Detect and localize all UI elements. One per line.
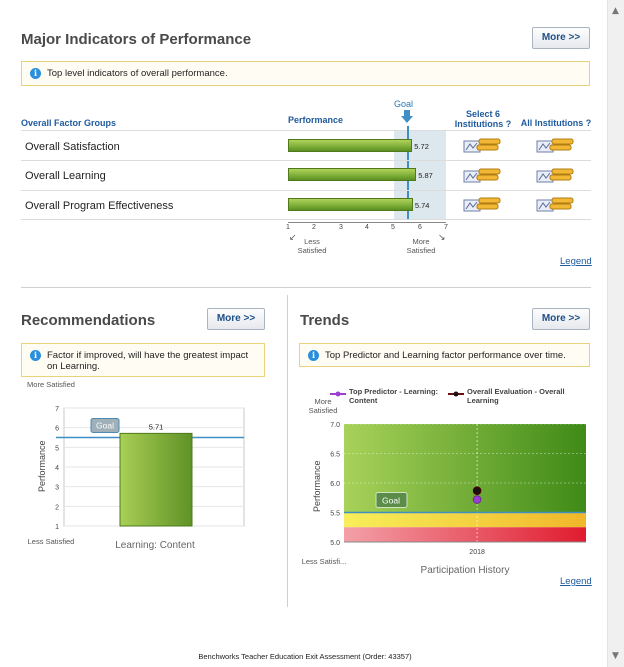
trend-point-series-b — [472, 486, 482, 495]
row-label-overall-learning: Overall Learning — [25, 170, 106, 182]
trends-more-button[interactable]: More >> — [532, 308, 590, 330]
bar-value-overall-learning: 5.87 — [418, 171, 433, 180]
trends-info-box: i Top Predictor and Learning factor perf… — [299, 343, 590, 367]
trend-tick-label: 5.5 — [330, 511, 340, 518]
less-arrow-icon: ↙ — [289, 232, 297, 242]
recommendations-chart: 7 6 5 4 3 2 1 5.71 Goal — [55, 406, 245, 531]
recommendations-info-box: i Factor if improved, will have the grea… — [21, 343, 265, 377]
row-divider — [21, 190, 591, 191]
more-satisfied-label: More Satisfied — [406, 237, 436, 255]
trends-chart: 7.0 6.5 6.0 5.5 5.0 Goal 2018 — [330, 422, 586, 556]
row-label-overall-satisfaction: Overall Satisfaction — [25, 141, 120, 153]
col-performance: Performance — [288, 115, 344, 125]
rec-bar-value: 5.71 — [149, 422, 164, 431]
column-divider — [287, 295, 288, 607]
rec-less-satisfied-label: Less Satisfied — [27, 537, 75, 546]
legend-series-b-swatch — [448, 391, 464, 397]
axis-tick: 6 — [418, 224, 422, 231]
recommendations-info-text: Factor if improved, will have the greate… — [47, 350, 249, 372]
compare-all-icon[interactable] — [536, 168, 574, 184]
legend-series-a-swatch — [330, 391, 346, 397]
legend-series-a-label: Top Predictor - Learning: Content — [349, 387, 439, 405]
info-icon: i — [30, 68, 41, 79]
rec-tick-label: 7 — [55, 406, 59, 413]
scroll-down-icon[interactable]: ▼ — [612, 651, 619, 661]
major-legend-link[interactable]: Legend — [560, 256, 592, 267]
row-divider — [21, 160, 591, 161]
section-divider — [21, 287, 591, 288]
goal-marker-label: Goal — [394, 99, 414, 109]
axis-tick: 7 — [444, 224, 448, 231]
legend-series-b-label: Overall Evaluation - Overall Learning — [467, 387, 565, 405]
trend-band-near-goal — [344, 512, 586, 528]
trend-tick-label: 6.0 — [330, 481, 340, 488]
major-info-text: Top level indicators of overall performa… — [47, 68, 228, 79]
performance-bar-overall-learning[interactable] — [288, 168, 417, 181]
row-label-overall-program-effectiveness: Overall Program Effectiveness — [25, 200, 174, 212]
trend-x-tick-label: 2018 — [469, 549, 485, 556]
rec-category-label: Learning: Content — [115, 540, 195, 551]
axis-tick: 4 — [365, 224, 369, 231]
rec-tick-label: 3 — [55, 485, 59, 492]
less-satisfied-label: Less Satisfied — [297, 237, 327, 255]
row-divider — [21, 219, 591, 220]
rec-ylabel: Performance — [37, 440, 47, 492]
trend-xlabel: Participation History — [420, 565, 510, 576]
vertical-scrollbar[interactable]: ▲ ▼ — [607, 0, 624, 667]
rec-tick-label: 1 — [55, 524, 59, 531]
major-more-button[interactable]: More >> — [532, 27, 590, 49]
performance-axis — [288, 222, 446, 223]
performance-bar-overall-program-effectiveness[interactable] — [288, 198, 413, 211]
rec-tick-label: 2 — [55, 504, 59, 511]
rec-tick-label: 6 — [55, 426, 59, 433]
trend-less-satisfied-label: Less Satisfi... — [301, 557, 347, 566]
header-divider — [21, 130, 591, 131]
compare-select6-icon[interactable] — [463, 197, 501, 213]
trend-tick-label: 5.0 — [330, 540, 340, 547]
trend-band-below-goal — [344, 527, 586, 542]
trend-more-satisfied-label: More Satisfied — [308, 397, 338, 415]
rec-tick-label: 4 — [55, 465, 59, 472]
rec-more-satisfied-label: More Satisfied — [27, 380, 75, 389]
trends-title: Trends — [300, 312, 350, 329]
major-indicators-title: Major Indicators of Performance — [21, 31, 252, 48]
recommendations-more-button[interactable]: More >> — [207, 308, 265, 330]
trends-info-text: Top Predictor and Learning factor perfor… — [325, 350, 566, 361]
trend-tick-label: 7.0 — [330, 422, 340, 429]
compare-select6-icon[interactable] — [463, 168, 501, 184]
performance-bar-overall-satisfaction[interactable] — [288, 139, 413, 152]
rec-goal-label: Goal — [96, 421, 114, 431]
axis-tick: 5 — [391, 224, 395, 231]
info-icon: i — [308, 350, 319, 361]
recommendations-title: Recommendations — [21, 312, 156, 329]
trend-tick-label: 6.5 — [330, 452, 340, 459]
rec-bar-learning-content — [119, 432, 193, 527]
trend-point-series-a — [472, 495, 482, 504]
more-arrow-icon: ↘ — [438, 232, 446, 242]
col-select-6-institutions[interactable]: Select 6 Institutions ? — [454, 109, 512, 129]
rec-tick-label: 5 — [55, 445, 59, 452]
info-icon: i — [30, 350, 41, 361]
trend-goal-label: Goal — [382, 496, 400, 506]
bar-value-overall-program-effectiveness: 5.74 — [414, 201, 430, 210]
axis-tick: 3 — [339, 224, 343, 231]
trends-legend-link[interactable]: Legend — [560, 576, 592, 587]
col-factor-groups: Overall Factor Groups — [21, 118, 117, 128]
col-all-institutions[interactable]: All Institutions ? — [520, 118, 592, 128]
major-info-box: i Top level indicators of overall perfor… — [21, 61, 590, 86]
axis-tick: 1 — [286, 224, 290, 231]
axis-tick: 2 — [312, 224, 316, 231]
compare-select6-icon[interactable] — [463, 138, 501, 154]
rec-goal-badge — [90, 418, 120, 433]
bar-value-overall-satisfaction: 5.72 — [414, 142, 429, 151]
scroll-up-icon[interactable]: ▲ — [612, 6, 619, 16]
goal-arrow-icon — [401, 110, 413, 123]
compare-all-icon[interactable] — [536, 197, 574, 213]
page-footer: Benchworks Teacher Education Exit Assess… — [198, 652, 412, 661]
trend-goal-badge — [375, 492, 408, 508]
compare-all-icon[interactable] — [536, 138, 574, 154]
